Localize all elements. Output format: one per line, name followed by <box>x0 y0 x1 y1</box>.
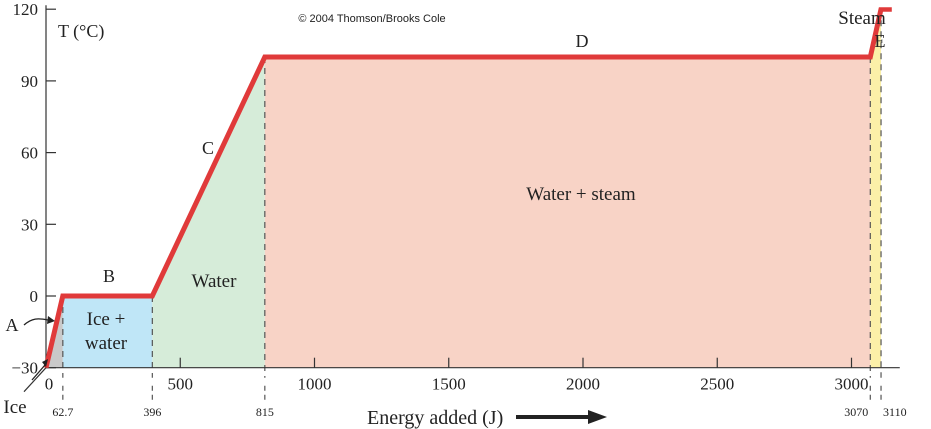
transition-label: 62.7 <box>52 405 73 419</box>
ice-pointer <box>31 364 46 381</box>
label-water-steam: Water + steam <box>526 184 636 205</box>
phase-regions <box>46 9 882 368</box>
transition-label: 396 <box>143 405 161 419</box>
x-axis-label: Energy added (J) <box>367 407 503 429</box>
region-water <box>152 57 265 368</box>
segment-a-pointer <box>23 318 49 326</box>
region-water-steam <box>264 57 871 368</box>
x-tick-label: 0 <box>45 375 54 394</box>
segment-label-a: A <box>6 315 19 335</box>
temperature-curve <box>43 7 892 369</box>
y-tick-label: 30 <box>21 215 38 234</box>
segment-label-c: C <box>202 138 214 158</box>
x-tick-label: 2500 <box>700 375 734 394</box>
y-tick-label: −30 <box>11 359 38 378</box>
x-axis-arrow-head <box>588 410 607 424</box>
region-steam <box>870 9 882 368</box>
segment-label-e: E <box>875 31 886 51</box>
x-tick-label: 3000 <box>835 375 869 394</box>
segment-label-b: B <box>103 266 115 286</box>
transition-label: 815 <box>256 405 274 419</box>
label-steam: Steam <box>838 8 886 29</box>
transition-label: 3110 <box>883 405 907 419</box>
segment-label-d: D <box>576 31 589 51</box>
y-tick-label: 0 <box>30 287 39 306</box>
axis-origin-diagonal <box>23 367 47 393</box>
x-tick-label: 2000 <box>566 375 600 394</box>
copyright-notice: © 2004 Thomson/Brooks Cole <box>298 13 445 25</box>
temperature-curve-group <box>43 7 892 369</box>
transition-label: 3070 <box>844 405 868 419</box>
x-tick-label: 1000 <box>298 375 332 394</box>
transition-markers: 62.7 396 815 3070 3110 <box>52 9 907 419</box>
y-tick-label: 60 <box>21 144 38 163</box>
label-water: Water <box>192 271 238 292</box>
ice-pointer-head <box>42 359 48 367</box>
y-tick-label: 120 <box>13 0 39 19</box>
label-ice: Ice <box>3 397 26 418</box>
label-ice-water-1: Ice + <box>87 309 126 330</box>
x-tick-label: 1500 <box>432 375 466 394</box>
chart-labels: A B C D E Ice Ice + water Water Water + steam Stea… <box>3 8 886 418</box>
label-ice-water-2: water <box>85 333 128 354</box>
region-ice-water <box>62 296 153 368</box>
x-tick-label: 500 <box>168 375 194 394</box>
y-tick-label: 90 <box>21 72 38 91</box>
segment-a-pointer-head <box>47 316 55 324</box>
y-axis-label: T (°C) <box>58 21 104 42</box>
axes: −30 0 30 60 90 120 0 500 1000 1500 2000 2500 3000 T (… <box>11 0 900 429</box>
